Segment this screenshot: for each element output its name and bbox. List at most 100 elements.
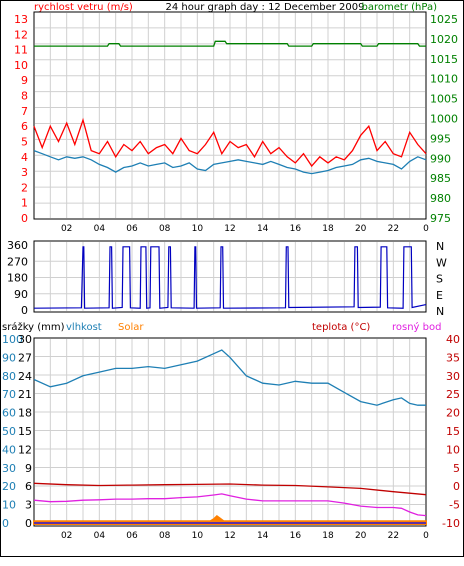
humidity-tick-label: 0 xyxy=(2,517,9,530)
temperature-tick-label: 35 xyxy=(446,351,460,364)
x-tick-label: 08 xyxy=(159,224,171,234)
pressure-tick-label: 985 xyxy=(430,172,451,185)
humidity-tick-label: 40 xyxy=(2,443,16,456)
x-tick-label: 16 xyxy=(290,531,302,541)
series-line-0 xyxy=(33,349,426,406)
wind-tick-label: 0 xyxy=(21,212,28,225)
wind-tick-label: 4 xyxy=(21,151,28,164)
rain-tick-label: 3 xyxy=(25,499,32,512)
pressure-tick-label: 1005 xyxy=(430,93,458,106)
series-line-0 xyxy=(33,117,427,168)
rain-axis-label: srážky (mm) xyxy=(2,321,65,333)
humidity-tick-label: 20 xyxy=(2,480,16,493)
x-tick-label: 10 xyxy=(192,224,204,234)
rain-tick-label: 9 xyxy=(25,462,32,475)
temperature-tick-label: 5 xyxy=(453,462,460,475)
chart-title: 24 hour graph day : 12 December 2009 xyxy=(166,2,365,13)
wind-tick-label: 12 xyxy=(14,28,28,41)
rain-tick-label: 12 xyxy=(18,443,32,456)
x-tick-label: 0 xyxy=(423,224,429,234)
temperature-tick-label: -10 xyxy=(442,517,460,530)
rain-tick-label: 15 xyxy=(18,425,32,438)
compass-label: S xyxy=(436,273,443,286)
humidity-tick-label: 60 xyxy=(2,407,16,420)
pressure-tick-label: 975 xyxy=(430,212,451,225)
temperature-tick-label: 20 xyxy=(446,407,460,420)
compass-label: N xyxy=(436,305,444,318)
pressure-tick-label: 1010 xyxy=(430,73,458,86)
wind-tick-label: 7 xyxy=(21,105,28,118)
x-tick-label: 02 xyxy=(61,224,72,234)
x-tick-label: 04 xyxy=(94,531,106,541)
x-tick-label: 22 xyxy=(388,531,399,541)
wind-pressure-panel: rychlost vetru (m/s) 24 hour graph day :… xyxy=(14,2,458,234)
pressure-tick-label: 990 xyxy=(430,152,451,165)
wind-tick-label: 6 xyxy=(21,120,28,133)
temperature-tick-label: 25 xyxy=(446,388,460,401)
x-tick-label: 18 xyxy=(322,531,334,541)
humidity-axis-label: vlhkost xyxy=(66,322,102,333)
humidity-tick-label: 80 xyxy=(2,370,16,383)
x-tick-label: 20 xyxy=(355,224,367,234)
compass-label: W xyxy=(436,256,447,269)
x-tick-label: 06 xyxy=(126,224,138,234)
series-line-2 xyxy=(33,493,427,517)
wind-tick-label: 1 xyxy=(21,197,28,210)
x-tick-label: 06 xyxy=(126,531,138,541)
direction-tick-label: 0 xyxy=(21,304,28,317)
direction-tick-label: 180 xyxy=(7,272,28,285)
wind-tick-label: 2 xyxy=(21,181,28,194)
rain-tick-label: 18 xyxy=(18,407,32,420)
wind-tick-label: 8 xyxy=(21,90,28,103)
direction-tick-label: 90 xyxy=(14,288,28,301)
wind-tick-label: 5 xyxy=(21,135,28,148)
pressure-axis-label: barometr (hPa) xyxy=(362,2,438,13)
wind-axis-label: rychlost vetru (m/s) xyxy=(34,2,133,13)
wind-tick-label: 10 xyxy=(14,59,28,72)
pressure-tick-label: 980 xyxy=(430,192,451,205)
wind-tick-label: 13 xyxy=(14,13,28,26)
wind-tick-label: 3 xyxy=(21,166,28,179)
solar-area xyxy=(33,515,427,525)
x-tick-label: 12 xyxy=(224,224,235,234)
temperature-tick-label: 10 xyxy=(446,443,460,456)
direction-tick-label: 270 xyxy=(7,255,28,268)
temperature-tick-label: 15 xyxy=(446,425,460,438)
humidity-tick-label: 10 xyxy=(2,499,16,512)
pressure-tick-label: 1000 xyxy=(430,113,458,126)
rain-humidity-temperature-panel: srážky (mm) vlhkost Solar teplota (°C) r… xyxy=(2,321,460,541)
pressure-tick-label: 995 xyxy=(430,132,451,145)
temperature-axis-label: teplota (°C) xyxy=(312,322,370,333)
dewpoint-label: rosný bod xyxy=(392,321,441,333)
humidity-tick-label: 70 xyxy=(2,388,16,401)
x-tick-label: 22 xyxy=(388,224,399,234)
rain-tick-label: 0 xyxy=(25,517,32,530)
compass-label: E xyxy=(436,289,443,302)
temperature-tick-label: 0 xyxy=(453,480,460,493)
rain-tick-label: 6 xyxy=(25,480,32,493)
pressure-tick-label: 1015 xyxy=(430,53,458,66)
humidity-tick-label: 50 xyxy=(2,425,16,438)
x-tick-label: 20 xyxy=(355,531,367,541)
wind-tick-label: 11 xyxy=(14,44,28,57)
humidity-tick-label: 100 xyxy=(2,333,23,346)
x-tick-label: 14 xyxy=(257,224,269,234)
x-tick-label: 16 xyxy=(290,224,302,234)
direction-line-0 xyxy=(33,246,427,309)
series-line-2 xyxy=(34,40,426,47)
rain-tick-label: 24 xyxy=(18,370,32,383)
wind-tick-label: 9 xyxy=(21,74,28,87)
pressure-tick-label: 1025 xyxy=(430,13,458,26)
x-tick-label: 0 xyxy=(423,531,429,541)
rain-tick-label: 21 xyxy=(18,388,32,401)
x-tick-label: 12 xyxy=(224,531,235,541)
temperature-tick-label: 30 xyxy=(446,370,460,383)
x-tick-label: 02 xyxy=(61,531,72,541)
rain-tick-label: 27 xyxy=(18,351,32,364)
series-line-1 xyxy=(33,482,427,496)
x-tick-label: 18 xyxy=(322,224,334,234)
humidity-tick-label: 30 xyxy=(2,462,16,475)
rain-tick-label: 30 xyxy=(18,333,32,346)
